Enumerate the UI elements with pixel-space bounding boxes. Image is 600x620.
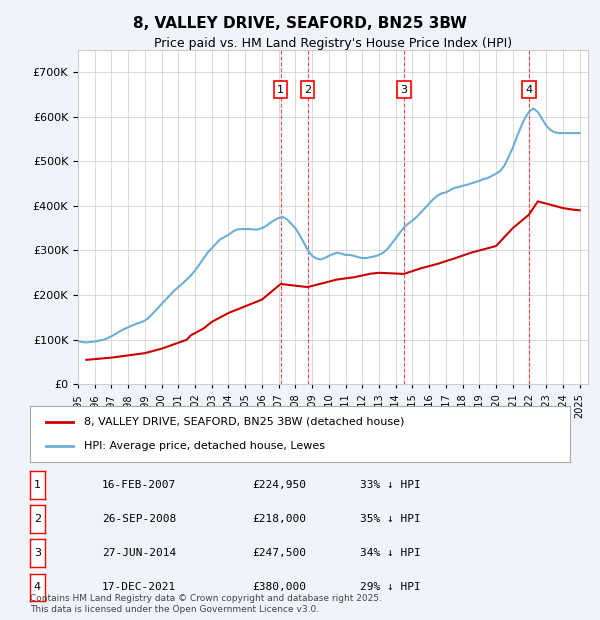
Text: £380,000: £380,000 bbox=[252, 582, 306, 593]
Text: 34% ↓ HPI: 34% ↓ HPI bbox=[360, 548, 421, 559]
Title: Price paid vs. HM Land Registry's House Price Index (HPI): Price paid vs. HM Land Registry's House … bbox=[154, 37, 512, 50]
Text: Contains HM Land Registry data © Crown copyright and database right 2025.
This d: Contains HM Land Registry data © Crown c… bbox=[30, 595, 382, 614]
Text: 35% ↓ HPI: 35% ↓ HPI bbox=[360, 514, 421, 525]
Text: £224,950: £224,950 bbox=[252, 480, 306, 490]
Text: 3: 3 bbox=[34, 548, 41, 559]
Text: 4: 4 bbox=[525, 85, 532, 95]
Text: 17-DEC-2021: 17-DEC-2021 bbox=[102, 582, 176, 593]
Text: £218,000: £218,000 bbox=[252, 514, 306, 525]
Text: 27-JUN-2014: 27-JUN-2014 bbox=[102, 548, 176, 559]
Text: 4: 4 bbox=[34, 582, 41, 593]
Text: 26-SEP-2008: 26-SEP-2008 bbox=[102, 514, 176, 525]
Text: £247,500: £247,500 bbox=[252, 548, 306, 559]
Text: 1: 1 bbox=[277, 85, 284, 95]
Text: 8, VALLEY DRIVE, SEAFORD, BN25 3BW: 8, VALLEY DRIVE, SEAFORD, BN25 3BW bbox=[133, 16, 467, 30]
Text: 8, VALLEY DRIVE, SEAFORD, BN25 3BW (detached house): 8, VALLEY DRIVE, SEAFORD, BN25 3BW (deta… bbox=[84, 417, 404, 427]
Text: 16-FEB-2007: 16-FEB-2007 bbox=[102, 480, 176, 490]
Text: 2: 2 bbox=[304, 85, 311, 95]
Text: HPI: Average price, detached house, Lewes: HPI: Average price, detached house, Lewe… bbox=[84, 441, 325, 451]
Text: 1: 1 bbox=[34, 480, 41, 490]
Text: 3: 3 bbox=[400, 85, 407, 95]
Text: 2: 2 bbox=[34, 514, 41, 525]
Text: 33% ↓ HPI: 33% ↓ HPI bbox=[360, 480, 421, 490]
Text: 29% ↓ HPI: 29% ↓ HPI bbox=[360, 582, 421, 593]
